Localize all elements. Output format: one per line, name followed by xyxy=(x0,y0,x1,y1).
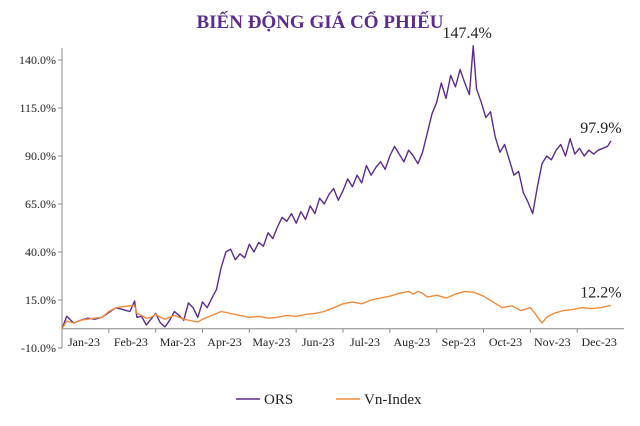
legend: ORS Vn-Index xyxy=(236,392,422,408)
chart-title: BIẾN ĐỘNG GIÁ CỔ PHIẾU xyxy=(196,11,443,33)
y-tick-label: -10.0% xyxy=(21,341,56,355)
x-tick-label: Nov-23 xyxy=(534,335,571,349)
data-label: 147.4% xyxy=(443,25,492,42)
x-tick-label: Mar-23 xyxy=(160,335,196,349)
y-tick-label: 90.0% xyxy=(25,149,56,163)
x-tick-label: Apr-23 xyxy=(207,335,241,349)
y-tick-label: 115.0% xyxy=(19,101,56,115)
legend-label: Vn-Index xyxy=(364,392,422,408)
x-tick-label: Jan-23 xyxy=(68,335,100,349)
series-lines xyxy=(61,45,612,330)
x-tick-label: Sep-23 xyxy=(442,335,476,349)
legend-label: ORS xyxy=(264,392,293,408)
x-tick-label: Jul-23 xyxy=(350,335,380,349)
y-tick-label: 15.0% xyxy=(25,293,56,307)
x-tick-label: Dec-23 xyxy=(582,335,617,349)
series-line-ors xyxy=(61,45,612,330)
data-label: 12.2% xyxy=(580,284,621,301)
series-line-vn-index xyxy=(61,290,612,330)
y-tick-label: 40.0% xyxy=(25,245,56,259)
x-tick-label: Feb-23 xyxy=(114,335,148,349)
x-tick-label: Aug-23 xyxy=(393,335,430,349)
data-label: 97.9% xyxy=(580,120,621,137)
y-tick-label: 140.0% xyxy=(19,53,56,67)
x-tick-label: Jun-23 xyxy=(302,335,335,349)
x-tick-label: Oct-23 xyxy=(489,335,522,349)
y-tick-label: 65.0% xyxy=(25,197,56,211)
x-tick-label: May-23 xyxy=(252,335,290,349)
annotations: 147.4% 97.9% 12.2% xyxy=(443,25,622,302)
axes: -10.0% 15.0% 40.0% 65.0% 90.0% 115.0% 140.0% Ja… xyxy=(19,48,624,355)
